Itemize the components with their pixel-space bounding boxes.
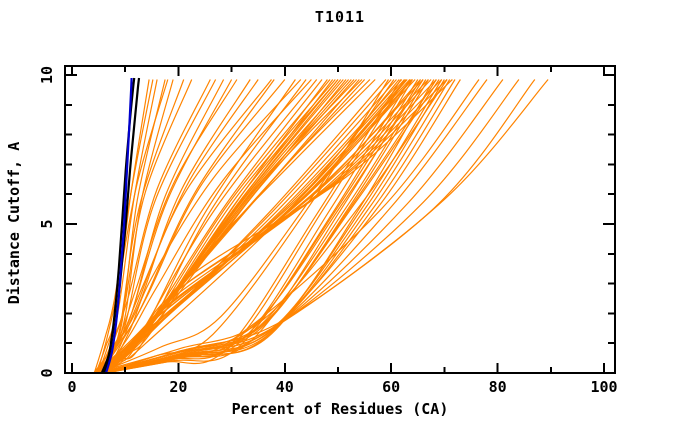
orange-model-curve bbox=[104, 79, 400, 373]
orange-model-curve bbox=[101, 79, 520, 373]
orange-model-curve bbox=[95, 79, 275, 373]
orange-model-curve bbox=[101, 79, 390, 373]
plot-frame bbox=[64, 65, 616, 374]
y-axis-title: Distance Cutoff, A bbox=[5, 141, 23, 305]
orange-model-curve bbox=[94, 79, 397, 373]
x-tick-label: 80 bbox=[489, 378, 507, 396]
blue-model-curve bbox=[104, 77, 133, 373]
y-tick-label: 10 bbox=[38, 66, 56, 84]
x-tick-label: 60 bbox=[382, 378, 400, 396]
orange-model-curve bbox=[105, 79, 536, 373]
orange-model-curve bbox=[104, 79, 453, 373]
orange-model-curve bbox=[103, 79, 504, 373]
orange-model-curve bbox=[98, 79, 158, 373]
x-tick-label: 0 bbox=[67, 378, 76, 396]
orange-model-curve bbox=[98, 79, 318, 373]
orange-model-curve bbox=[96, 79, 412, 373]
orange-model-curve bbox=[106, 79, 422, 373]
curves-layer bbox=[93, 77, 549, 373]
x-tick-label: 20 bbox=[169, 378, 187, 396]
chart-title: T1011 bbox=[314, 8, 366, 26]
orange-model-curve bbox=[102, 79, 312, 373]
orange-model-curve bbox=[102, 79, 328, 373]
orange-model-curve bbox=[97, 79, 251, 373]
orange-model-curve bbox=[99, 79, 286, 373]
y-tick-label: 5 bbox=[38, 219, 56, 228]
black-model-1-curve bbox=[100, 77, 136, 373]
x-tick-label: 100 bbox=[590, 378, 617, 396]
x-tick-label: 40 bbox=[276, 378, 294, 396]
axis-ticks bbox=[65, 66, 615, 374]
orange-model-curve bbox=[102, 79, 402, 373]
x-axis-title: Percent of Residues (CA) bbox=[231, 400, 449, 418]
y-tick-label: 0 bbox=[38, 368, 56, 377]
orange-model-curve bbox=[106, 79, 272, 373]
orange-model-curve bbox=[98, 79, 549, 373]
